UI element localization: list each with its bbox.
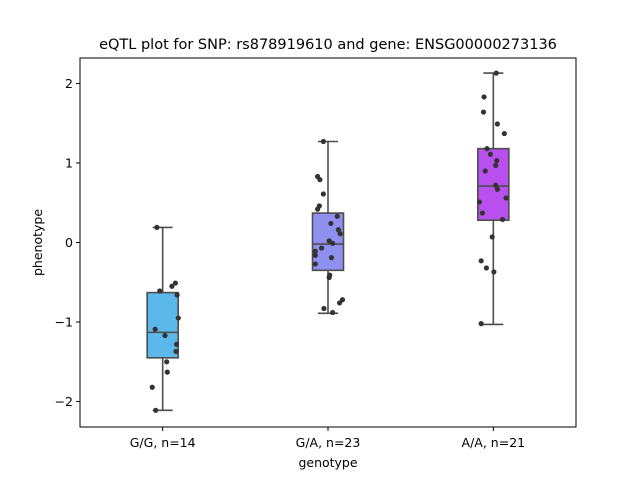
- data-point: [154, 224, 160, 230]
- data-point: [501, 130, 507, 137]
- data-point: [174, 292, 180, 298]
- data-point: [484, 146, 490, 152]
- data-point: [476, 199, 483, 205]
- data-point: [494, 186, 500, 192]
- data-point: [157, 288, 163, 294]
- data-point: [328, 220, 334, 227]
- data-point: [487, 151, 494, 157]
- data-point: [494, 121, 500, 127]
- data-point: [319, 245, 325, 251]
- data-point: [337, 231, 343, 237]
- data-point: [493, 70, 499, 76]
- data-point: [479, 210, 485, 216]
- plot-area: [79, 57, 577, 428]
- x-axis-label: genotype: [298, 455, 357, 470]
- data-point: [149, 384, 155, 390]
- y-axis-label: phenotype: [30, 209, 45, 276]
- data-point: [499, 216, 506, 223]
- box-group-1: [146, 226, 179, 412]
- data-point: [478, 321, 484, 327]
- data-point: [152, 326, 158, 332]
- x-tick-label: G/G, n=14: [130, 435, 196, 450]
- data-point: [169, 283, 175, 289]
- data-point: [164, 359, 170, 365]
- data-point: [312, 252, 318, 258]
- data-point: [330, 309, 336, 316]
- data-point: [336, 300, 343, 306]
- data-point: [330, 240, 336, 246]
- data-point: [494, 157, 500, 164]
- data-point: [326, 274, 332, 281]
- data-point: [321, 305, 327, 312]
- data-point: [481, 94, 487, 100]
- y-tick-label: 0: [65, 235, 73, 250]
- data-point: [153, 407, 159, 413]
- data-point: [482, 168, 488, 174]
- data-point: [328, 255, 335, 261]
- chart-title: eQTL plot for SNP: rs878919610 and gene:…: [99, 37, 557, 53]
- data-point: [172, 280, 178, 286]
- data-point: [493, 182, 499, 188]
- data-point: [173, 341, 180, 347]
- data-point: [503, 195, 509, 201]
- data-point: [173, 348, 179, 355]
- data-point: [320, 138, 326, 145]
- x-tick-label: A/A, n=21: [462, 435, 526, 450]
- y-tick-label: −1: [55, 315, 73, 330]
- y-tick-label: 2: [65, 76, 73, 91]
- data-point: [162, 332, 168, 339]
- data-point: [314, 206, 321, 212]
- data-point: [335, 227, 342, 233]
- data-point: [483, 265, 489, 271]
- data-point: [493, 162, 499, 168]
- data-point: [491, 269, 497, 275]
- box-iqr: [146, 291, 179, 359]
- x-tick-label: G/A, n=23: [296, 435, 361, 450]
- data-point: [312, 261, 318, 267]
- data-point: [478, 258, 484, 264]
- y-tick-label: −2: [55, 394, 73, 409]
- points-layer: [149, 70, 509, 413]
- data-point: [320, 191, 326, 197]
- y-tick-label: 1: [65, 155, 73, 170]
- data-point: [312, 248, 318, 254]
- data-point: [175, 315, 181, 321]
- data-point: [480, 109, 487, 115]
- data-point: [317, 177, 323, 183]
- data-point: [164, 369, 170, 375]
- data-point: [334, 213, 340, 219]
- y-axis: −2 −1 0 1 2: [55, 76, 80, 409]
- data-point: [489, 234, 495, 240]
- x-axis: G/G, n=14 G/A, n=23 A/A, n=21: [130, 427, 525, 450]
